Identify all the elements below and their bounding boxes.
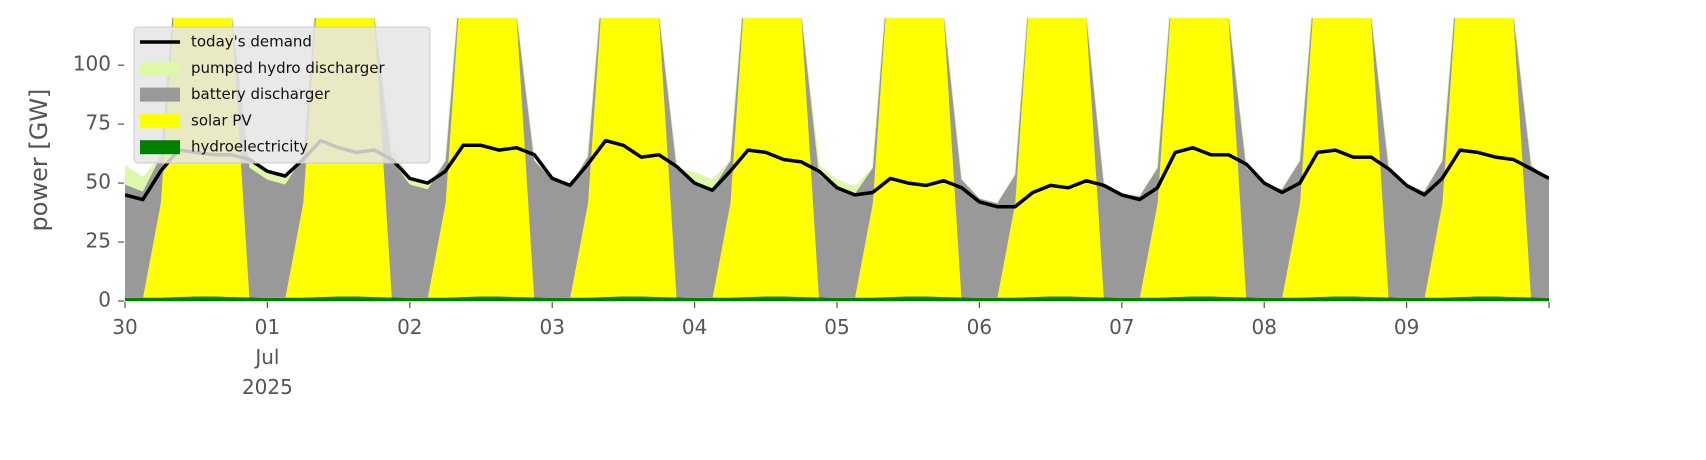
plot-area — [125, 18, 1549, 302]
legend-swatch — [140, 87, 180, 102]
x-tick-label: 02 — [397, 315, 422, 339]
y-tick-label: 75 — [86, 111, 111, 135]
x-tick-label: 04 — [682, 315, 707, 339]
legend: today's demand pumped hydro discharger bat… — [133, 26, 431, 164]
x-tick-label: 05 — [824, 315, 849, 339]
legend-label: hydroelectricity — [191, 138, 308, 156]
y-tick-label: 50 — [86, 170, 111, 194]
x-tick-label: 01 Jul 2025 — [242, 315, 293, 399]
x-tick-label: 03 — [539, 315, 564, 339]
y-tick-label: 100 — [73, 52, 111, 76]
y-tick-label: 0 — [98, 288, 111, 312]
axes: 0 25 50 75 100 30 01 Jul 2025 02 03 04 05 06 07 08 09 — [73, 52, 1550, 399]
x-tick-label: 06 — [967, 315, 992, 339]
y-tick-label: 25 — [86, 229, 111, 253]
legend-swatch — [140, 140, 180, 155]
x-tick-label: 30 — [112, 315, 137, 339]
legend-box — [133, 26, 431, 164]
x-tick-label: 09 — [1394, 315, 1419, 339]
legend-label: battery discharger — [191, 85, 331, 103]
legend-label: pumped hydro discharger — [191, 59, 385, 77]
y-axis-label: power [GW] — [25, 89, 53, 232]
legend-swatch — [140, 61, 180, 76]
area — [125, 18, 1549, 298]
legend-swatch — [140, 113, 180, 128]
legend-label: solar PV — [191, 111, 252, 129]
legend-label: today's demand — [191, 33, 312, 51]
x-tick-label: 08 — [1251, 315, 1276, 339]
x-tick-label: 07 — [1109, 315, 1134, 339]
